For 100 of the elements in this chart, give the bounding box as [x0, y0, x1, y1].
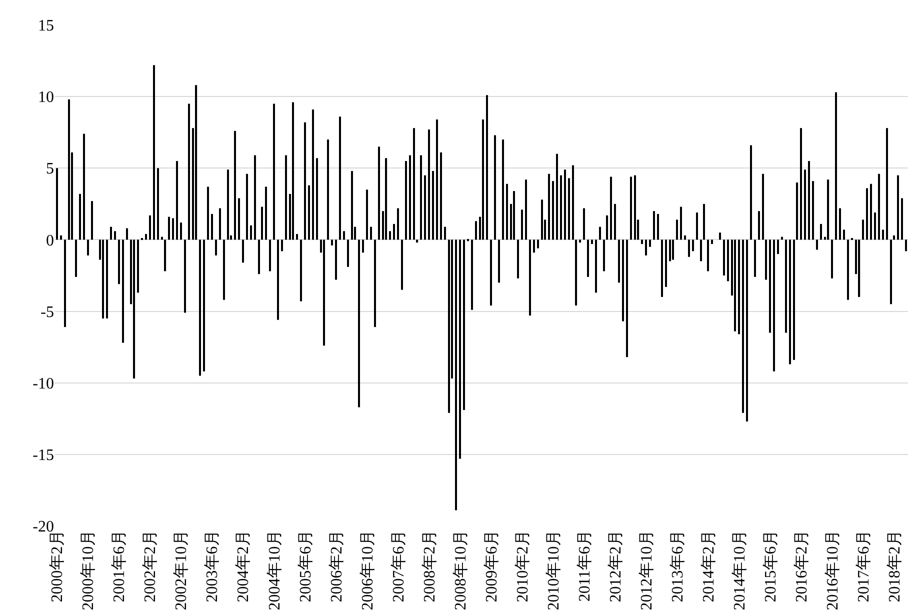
bar: [700, 240, 702, 262]
bar: [777, 240, 779, 254]
bar: [820, 224, 822, 240]
bar: [223, 240, 225, 300]
bar: [378, 146, 380, 240]
bar: [649, 240, 651, 247]
x-tick-label: 2014年10月: [732, 530, 749, 610]
bar: [843, 230, 845, 240]
bar: [246, 174, 248, 240]
bar: [723, 240, 725, 276]
bar: [754, 240, 756, 277]
bar: [114, 231, 116, 240]
bar: [653, 211, 655, 240]
bar: [603, 240, 605, 272]
bar: [626, 240, 628, 358]
bar: [358, 240, 360, 408]
bar: [157, 168, 159, 240]
bar: [405, 160, 407, 240]
x-tick-label: 2008年10月: [452, 530, 470, 610]
bar: [463, 240, 465, 410]
bar: [281, 240, 283, 252]
bar: [68, 99, 70, 240]
bar: [374, 240, 376, 328]
bar: [308, 185, 310, 240]
bar: [370, 226, 372, 240]
bar: [599, 226, 601, 240]
bar: [277, 240, 279, 320]
x-tick-label: 2006年10月: [359, 530, 376, 610]
bar: [444, 226, 446, 240]
y-tick-label: 10: [38, 89, 54, 106]
bar: [79, 194, 81, 240]
bar: [517, 240, 519, 278]
bar: [459, 240, 461, 459]
bar: [87, 240, 89, 256]
bar: [595, 240, 597, 293]
x-tick-label: 2009年6月: [483, 530, 500, 602]
bar: [870, 184, 872, 240]
y-tick-label: 5: [46, 160, 54, 178]
bar: [339, 116, 341, 240]
bar: [556, 154, 558, 240]
bar: [393, 224, 395, 240]
bar: [254, 155, 256, 240]
bar: [312, 109, 314, 240]
x-tick-label: 2008年2月: [421, 530, 438, 602]
bar: [796, 182, 798, 240]
bar: [133, 240, 136, 379]
x-tick-label: 2013年6月: [670, 530, 686, 602]
bar: [591, 240, 593, 244]
bar: [874, 212, 876, 240]
bar: [521, 210, 523, 240]
bar: [413, 128, 415, 240]
bar: [719, 232, 721, 240]
x-tick-label: 2007年6月: [390, 530, 408, 602]
bar: [172, 218, 174, 240]
bar: [428, 129, 430, 240]
bar: [448, 240, 450, 413]
bar: [168, 216, 170, 240]
bar: [665, 240, 667, 287]
bar: [366, 190, 368, 240]
bar: [831, 240, 833, 278]
bar: [816, 240, 818, 250]
bar: [827, 180, 830, 240]
bar: [242, 240, 244, 263]
bar: [102, 240, 104, 318]
bar: [110, 226, 112, 240]
bar: [901, 198, 903, 240]
bar: [75, 240, 77, 277]
bar: [579, 240, 581, 243]
bar: [606, 215, 608, 240]
bar: [893, 235, 895, 240]
bar: [207, 186, 209, 240]
bar: [91, 201, 93, 240]
bar: [153, 65, 155, 240]
bar: [746, 240, 748, 422]
bar: [219, 208, 221, 240]
bar: [471, 240, 473, 310]
bar: [64, 240, 66, 328]
bar: [351, 171, 353, 240]
bar: [548, 174, 550, 240]
bar: [897, 175, 899, 240]
x-tick-label: 2011年6月: [576, 530, 594, 602]
x-tick-label: 2010年10月: [545, 530, 562, 610]
bar: [250, 225, 252, 240]
y-tick-label: -5: [40, 304, 54, 321]
bar: [533, 240, 535, 253]
y-tick-label: -10: [32, 375, 54, 392]
bar: [882, 230, 884, 240]
bar: [211, 214, 213, 240]
bar: [676, 220, 678, 240]
bar: [195, 85, 198, 240]
bar: [808, 160, 810, 240]
bar: [304, 122, 306, 240]
bar: [269, 240, 271, 272]
bar: [184, 240, 186, 313]
bar: [203, 240, 205, 372]
y-tick-label: 0: [46, 232, 54, 250]
bar: [630, 176, 632, 240]
bar: [347, 240, 349, 267]
bar: [789, 240, 791, 364]
bar: [886, 128, 888, 240]
